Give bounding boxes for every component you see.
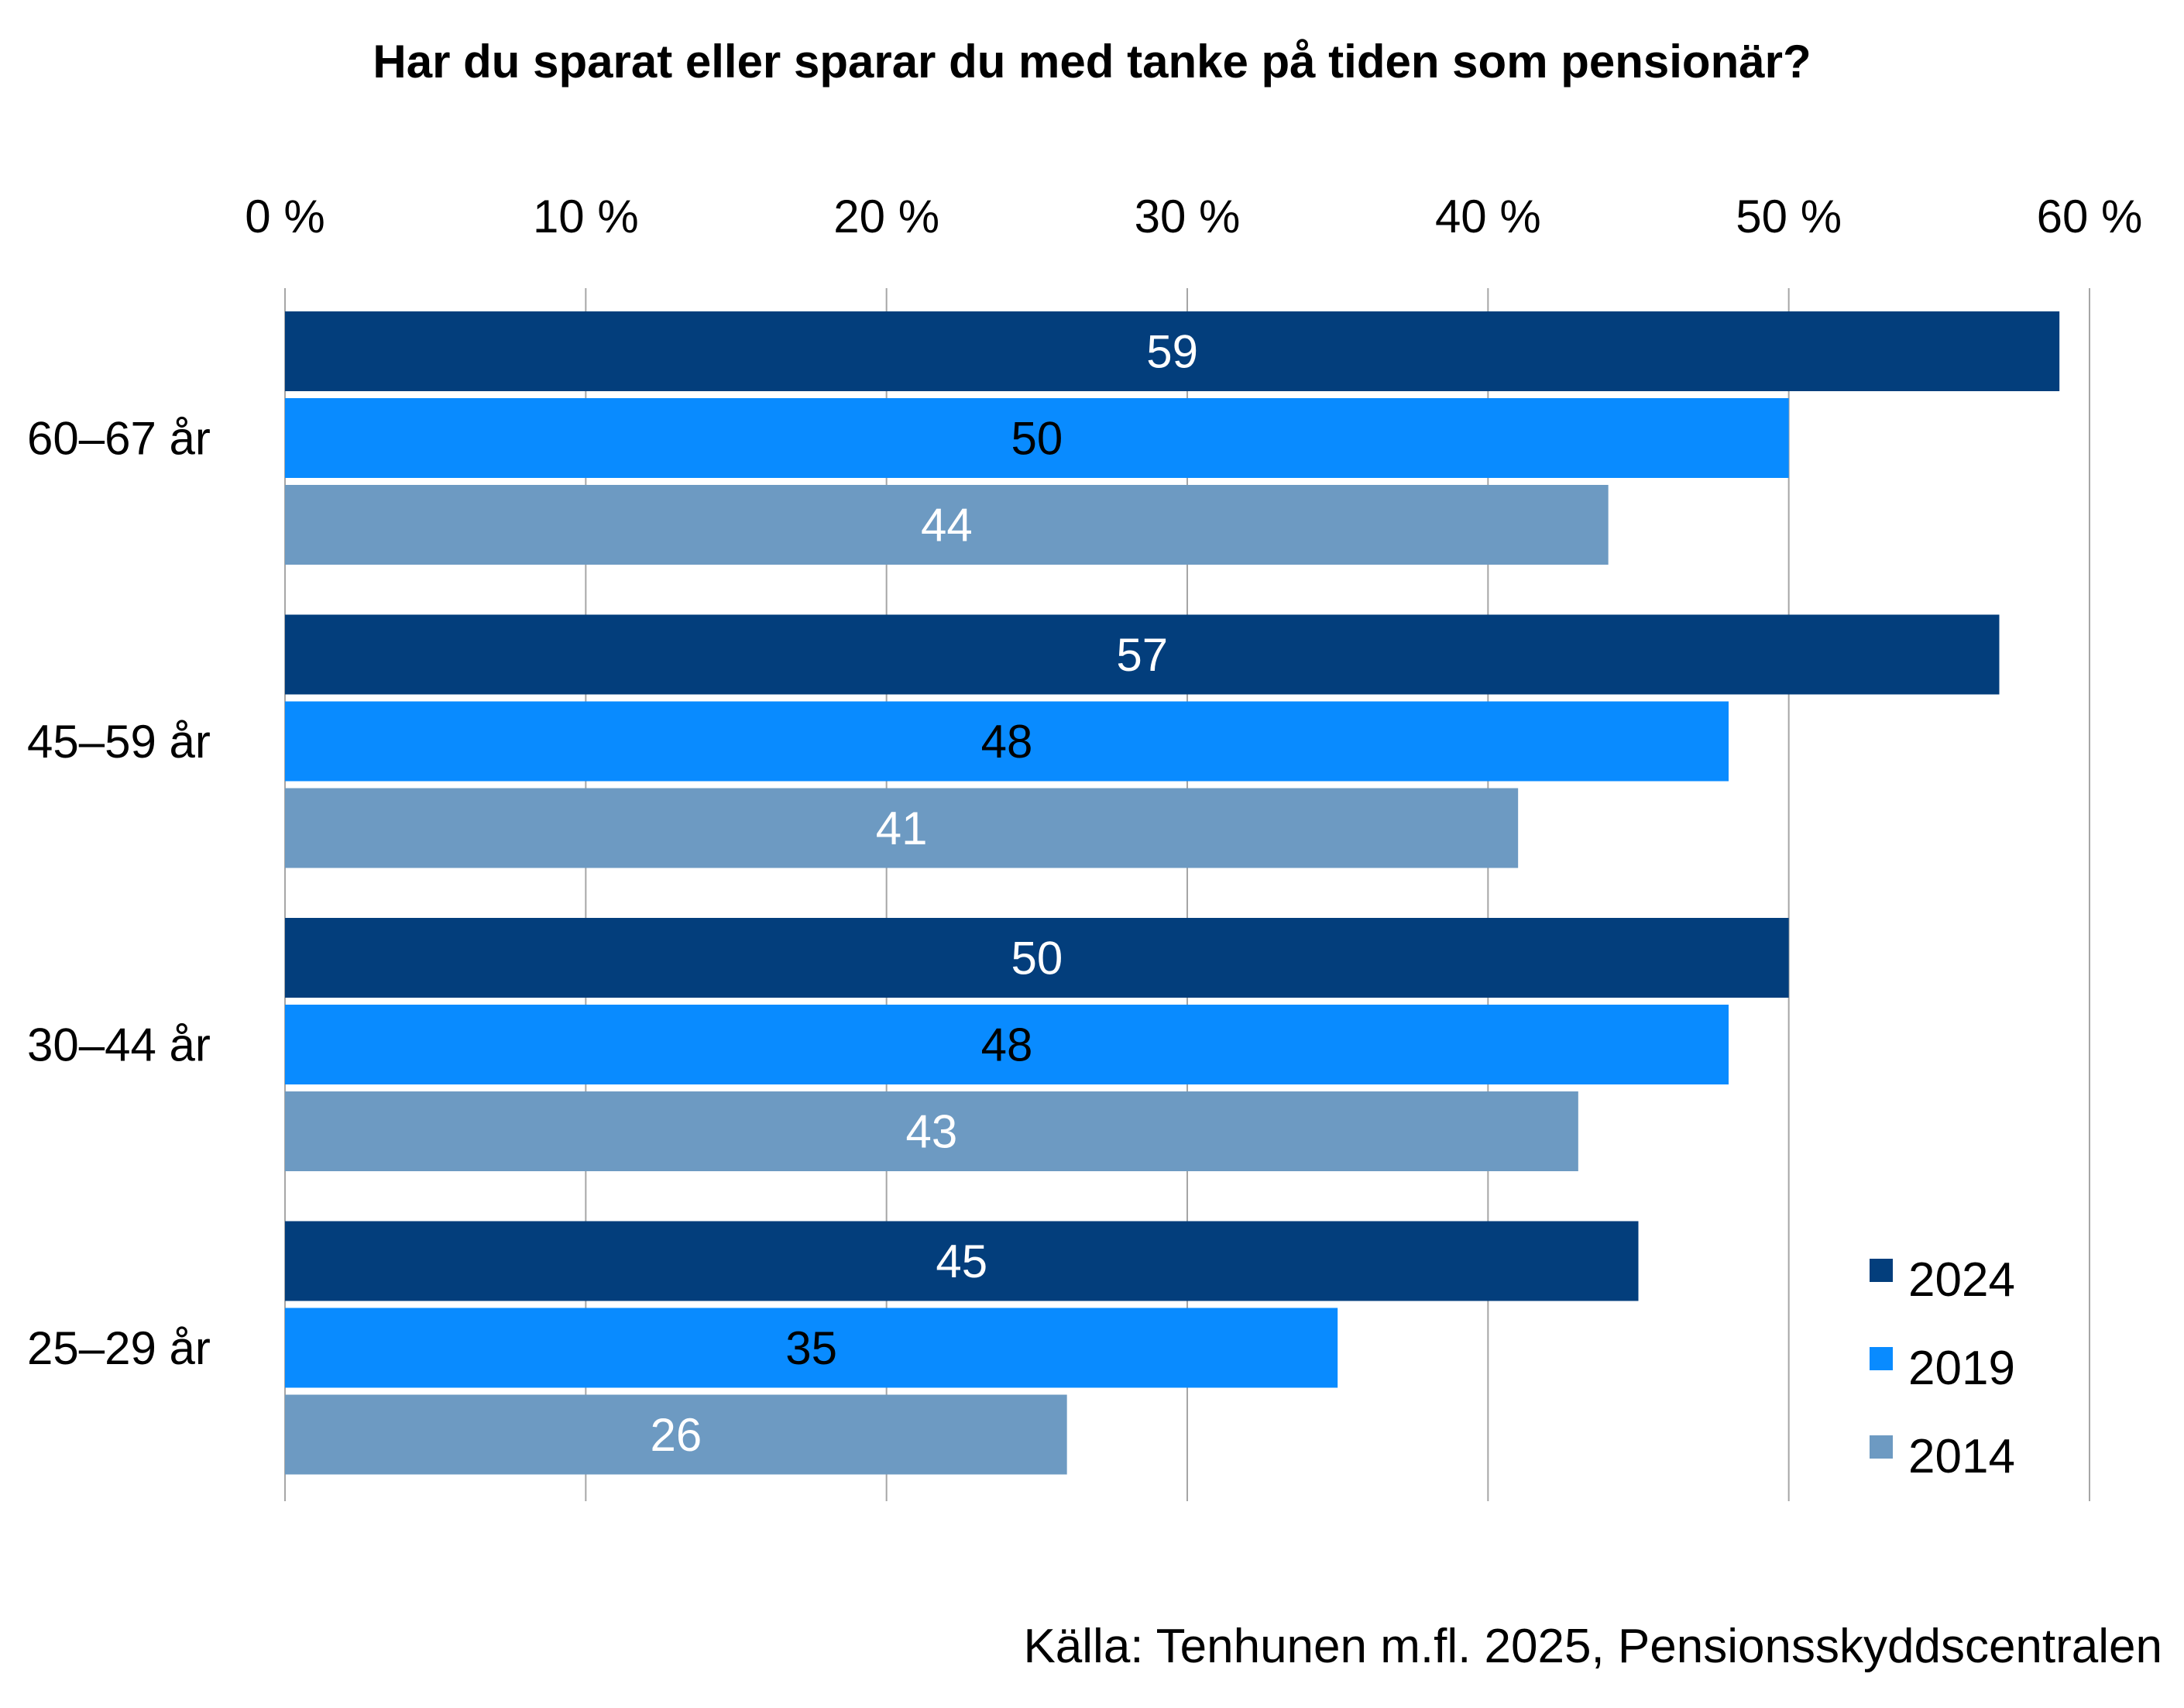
data-label: 48 bbox=[981, 716, 1033, 768]
data-label: 35 bbox=[785, 1322, 837, 1374]
data-label: 43 bbox=[906, 1106, 958, 1158]
data-label: 48 bbox=[981, 1019, 1033, 1071]
source-note: Källa: Tenhunen m.fl. 2025, Pensionsskyd… bbox=[1023, 1620, 2162, 1673]
x-tick-label: 40 % bbox=[1435, 191, 1541, 242]
x-tick-label: 30 % bbox=[1135, 191, 1241, 242]
bar-2024 bbox=[285, 1221, 1639, 1301]
category-label: 30–44 år bbox=[27, 1019, 211, 1071]
legend-label: 2014 bbox=[1908, 1430, 2015, 1483]
chart-title: Har du sparat eller sparar du med tanke … bbox=[373, 36, 1811, 88]
bar-2024 bbox=[285, 614, 2000, 695]
x-tick-label: 60 % bbox=[2037, 191, 2143, 242]
bar-2024 bbox=[285, 918, 1789, 998]
data-label: 41 bbox=[876, 802, 928, 854]
bar-2014 bbox=[285, 485, 1609, 565]
category-label: 25–29 år bbox=[27, 1322, 211, 1374]
data-label: 57 bbox=[1116, 629, 1168, 681]
data-label: 26 bbox=[650, 1409, 702, 1461]
category-label: 45–59 år bbox=[27, 716, 211, 768]
bar-2014 bbox=[285, 1394, 1067, 1475]
bar-2024 bbox=[285, 311, 2060, 391]
x-tick-label: 50 % bbox=[1736, 191, 1842, 242]
data-label: 50 bbox=[1011, 933, 1063, 985]
bar-2019 bbox=[285, 1005, 1729, 1084]
x-tick-label: 20 % bbox=[833, 191, 939, 242]
bar-2019 bbox=[285, 398, 1789, 478]
data-label: 50 bbox=[1011, 413, 1063, 465]
x-tick-label: 0 % bbox=[245, 191, 325, 242]
category-labels: 60–67 år 45–59 år 30–44 år 25–29 år bbox=[27, 413, 211, 1375]
legend-swatch-2024 bbox=[1870, 1259, 1893, 1282]
data-label: 45 bbox=[936, 1235, 987, 1287]
bar-2019 bbox=[285, 1308, 1338, 1388]
category-label: 60–67 år bbox=[27, 413, 211, 465]
legend-label: 2024 bbox=[1908, 1253, 2015, 1307]
bars: 59 50 44 57 48 41 50 48 43 45 35 26 bbox=[285, 311, 2060, 1475]
x-axis-tick-labels: 0 % 10 % 20 % 30 % 40 % 50 % 60 % bbox=[245, 191, 2142, 242]
data-label: 44 bbox=[921, 500, 973, 552]
legend-label: 2019 bbox=[1908, 1342, 2015, 1395]
bar-2019 bbox=[285, 701, 1729, 782]
legend: 2024 2019 2014 bbox=[1870, 1253, 2015, 1483]
legend-swatch-2019 bbox=[1870, 1347, 1893, 1370]
legend-swatch-2014 bbox=[1870, 1435, 1893, 1459]
data-label: 59 bbox=[1146, 326, 1198, 378]
x-tick-label: 10 % bbox=[533, 191, 639, 242]
bar-2014 bbox=[285, 788, 1519, 868]
bar-2014 bbox=[285, 1091, 1578, 1171]
